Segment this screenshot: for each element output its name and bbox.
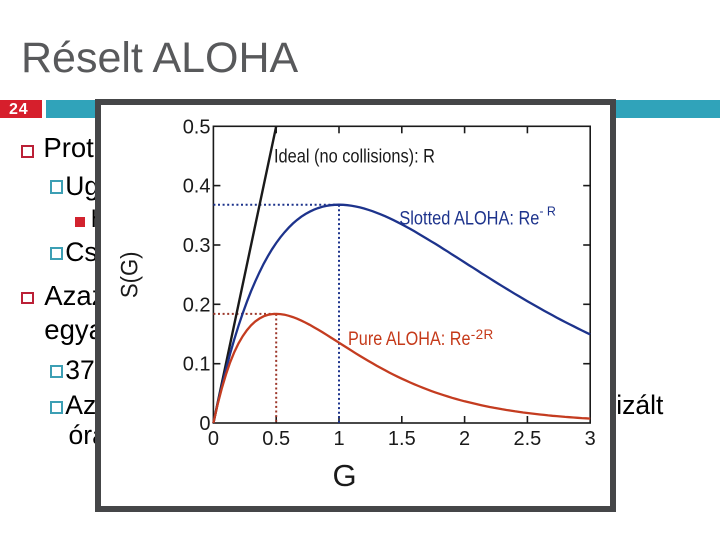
svg-text:Slotted ALOHA: Re: Slotted ALOHA: Re	[399, 208, 539, 230]
svg-text:-2R: -2R	[471, 327, 494, 342]
svg-text:1: 1	[333, 428, 344, 450]
svg-text:0.1: 0.1	[183, 354, 211, 376]
svg-text:0.2: 0.2	[183, 294, 211, 316]
svg-text:Ideal (no collisions): R: Ideal (no collisions): R	[274, 145, 435, 167]
svg-text:0.5: 0.5	[262, 428, 290, 450]
svg-text:0.4: 0.4	[183, 176, 211, 198]
svg-text:2: 2	[459, 428, 470, 450]
svg-text:1.5: 1.5	[388, 428, 416, 450]
svg-text:0.5: 0.5	[183, 116, 211, 138]
svg-text:G: G	[332, 458, 356, 493]
svg-text:0: 0	[208, 428, 219, 450]
svg-text:0: 0	[199, 413, 210, 435]
svg-text:3: 3	[585, 428, 596, 450]
svg-text:Pure ALOHA: Re: Pure ALOHA: Re	[348, 328, 471, 350]
svg-text:S(G): S(G)	[116, 251, 143, 298]
svg-text:-R: -R	[539, 205, 556, 219]
svg-text:0.3: 0.3	[183, 235, 211, 257]
svg-text:2.5: 2.5	[513, 428, 541, 450]
